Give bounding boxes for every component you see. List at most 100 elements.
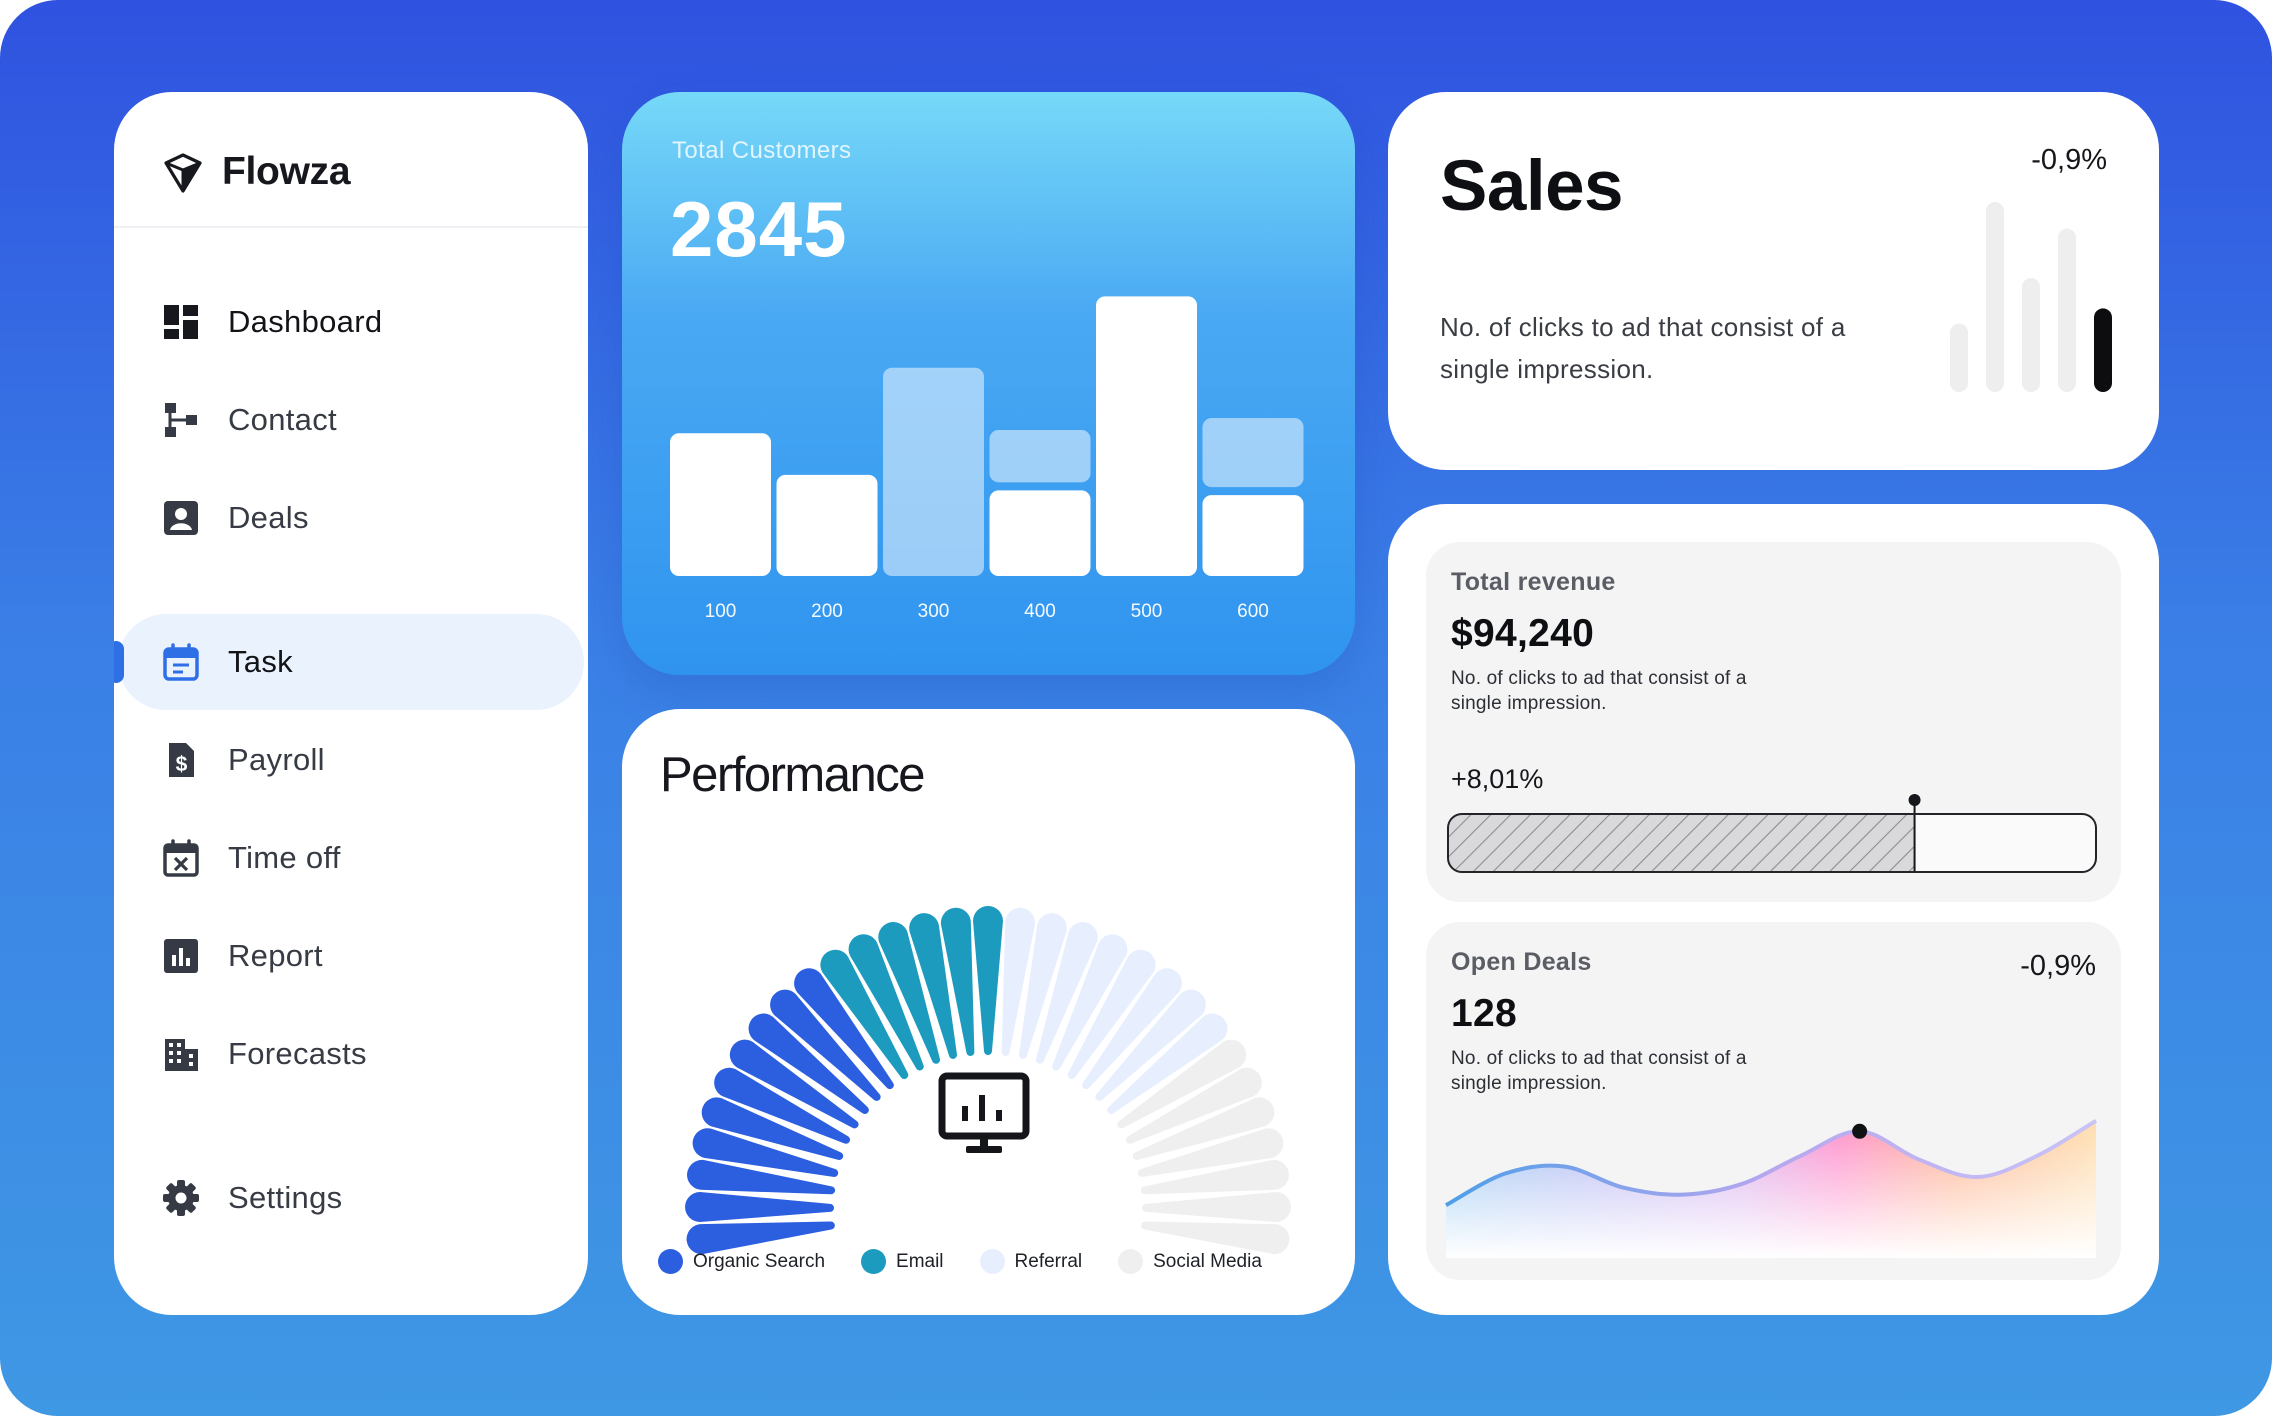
sidebar-item-payroll[interactable]: $ Payroll [114, 712, 588, 808]
deals-area-fade [1446, 1120, 2096, 1258]
deals-area-chart [1445, 1119, 2098, 1258]
legend-label: Referral [1014, 1250, 1083, 1272]
legend-swatch [658, 1249, 683, 1274]
gauge-segment-email[interactable] [820, 949, 909, 1080]
legend-label: Organic Search [693, 1250, 826, 1272]
gauge-segment-referral[interactable] [1107, 1013, 1228, 1114]
sidebar-item-label: Payroll [228, 742, 325, 777]
gauge-segment-social-media[interactable] [1137, 1128, 1284, 1177]
deals-description: No. of clicks to ad that consist of a si… [1451, 1048, 1747, 1094]
gauge-segment-organic-search[interactable] [770, 989, 881, 1101]
gauge-segment-organic-search[interactable] [692, 1128, 839, 1177]
gauge-segment-social-media[interactable] [1142, 1191, 1291, 1222]
x-tick-label: 100 [705, 601, 737, 622]
bar-400-series-1[interactable] [989, 429, 1091, 483]
gauge-segment-referral[interactable] [1035, 922, 1098, 1064]
sales-mini-bar-chart [1950, 202, 2112, 392]
sidebar-item-label: Task [228, 644, 293, 679]
legend-swatch [861, 1249, 887, 1274]
gauge-segment-organic-search[interactable] [701, 1097, 844, 1160]
total-customers-card[interactable]: Total Customers 2845 100 200 300 400 500 600 [622, 92, 1355, 675]
monitor-chart-icon [938, 1072, 1030, 1153]
performance-title: Performance [660, 748, 926, 802]
gauge-segment-email[interactable] [848, 934, 924, 1071]
gauge-segment-organic-search[interactable] [729, 1039, 859, 1129]
sidebar-item-forecasts[interactable]: Forecasts [114, 1006, 588, 1102]
sales-description: No. of clicks to ad that consist of a si… [1440, 312, 1846, 384]
active-indicator [114, 641, 124, 683]
sidebar-item-label: Contact [228, 402, 337, 437]
customers-title: Total Customers [672, 137, 852, 164]
svg-text:$: $ [176, 753, 188, 776]
total-revenue-panel[interactable]: Total revenue $94,240 No. of clicks to a… [1426, 542, 2121, 902]
sidebar-item-settings[interactable]: Settings [114, 1150, 588, 1246]
dollar-document-icon: $ [169, 743, 194, 777]
gauge-segment-referral[interactable] [1082, 968, 1182, 1090]
gauge-segment-social-media[interactable] [1140, 1159, 1289, 1195]
gauge-segment-email[interactable] [973, 906, 1003, 1055]
sales-card[interactable]: Sales -0,9% No. of clicks to ad that con… [1388, 92, 2159, 470]
gauge-segment-organic-search[interactable] [687, 1159, 836, 1195]
gauge-segment-social-media[interactable] [1132, 1097, 1275, 1160]
deals-title: Open Deals [1451, 948, 1592, 976]
sidebar-item-contact[interactable]: Contact [114, 372, 588, 468]
legend-item-social-media[interactable]: Social Media [1118, 1249, 1262, 1274]
bar-500-series-0[interactable] [1096, 296, 1197, 576]
sidebar-item-time-off[interactable]: Time off [114, 810, 588, 906]
bar-300-series-1[interactable] [883, 367, 984, 576]
performance-card[interactable]: Performance Organic Search Email [622, 709, 1355, 1315]
gauge-segment-organic-search[interactable] [685, 1191, 834, 1222]
sales-bar [1986, 202, 2004, 392]
x-tick-label: 300 [918, 601, 950, 622]
revenue-deals-card: Total revenue $94,240 No. of clicks to a… [1388, 504, 2159, 1315]
gauge-segment-social-media[interactable] [1141, 1221, 1290, 1255]
gauge-segment-email[interactable] [940, 907, 975, 1056]
gauge-segment-organic-search[interactable] [686, 1221, 835, 1255]
sidebar-item-label: Settings [228, 1180, 343, 1215]
brand[interactable]: Flowza [162, 136, 351, 208]
dashboard-icon [164, 305, 198, 339]
gauge-segment-organic-search[interactable] [714, 1067, 850, 1144]
customers-value: 2845 [670, 185, 848, 273]
customers-bar-chart: 100 200 300 400 500 600 [670, 296, 1304, 622]
deals-highlight-point[interactable] [1852, 1123, 1868, 1139]
report-chart-icon [164, 939, 198, 973]
bar-400-series-0[interactable] [989, 490, 1091, 576]
legend-item-email[interactable]: Email [861, 1249, 944, 1274]
sidebar-item-report[interactable]: Report [114, 908, 588, 1004]
gauge-segment-referral[interactable] [1052, 934, 1128, 1071]
gauge-segment-organic-search[interactable] [794, 968, 894, 1090]
bar-600-series-0[interactable] [1202, 495, 1304, 576]
sidebar-item-deals[interactable]: Deals [114, 470, 588, 566]
gauge-segment-organic-search[interactable] [748, 1013, 869, 1114]
gauge-segment-referral[interactable] [1067, 949, 1156, 1080]
bar-200-series-0[interactable] [776, 474, 878, 576]
legend-item-organic-search[interactable]: Organic Search [658, 1249, 825, 1274]
sidebar-item-dashboard[interactable]: Dashboard [114, 274, 588, 370]
gauge-segment-social-media[interactable] [1126, 1067, 1262, 1144]
gauge-segment-email[interactable] [909, 913, 957, 1059]
revenue-progress-marker-dot [1908, 794, 1921, 806]
sidebar: Flowza Dashboard Contact Deals [114, 92, 588, 1315]
deals-line [1445, 1119, 2098, 1207]
gauge-segment-referral[interactable] [1095, 989, 1206, 1101]
performance-gauge-chart [685, 906, 1291, 1255]
gauge-segment-email[interactable] [878, 922, 941, 1064]
sidebar-divider [114, 226, 588, 228]
bar-600-series-1[interactable] [1202, 418, 1304, 488]
legend-label: Email [896, 1250, 944, 1272]
sales-bar [1950, 323, 1968, 392]
deals-change: -0,9% [2020, 950, 2096, 982]
sidebar-item-label: Time off [228, 840, 341, 875]
gauge-segment-referral[interactable] [1001, 907, 1036, 1056]
sidebar-item-task[interactable]: Task [114, 614, 584, 710]
open-deals-panel[interactable]: Open Deals -0,9% 128 No. of clicks to ad… [1426, 922, 2121, 1280]
gauge-segment-social-media[interactable] [1117, 1039, 1247, 1129]
sales-bar [2058, 228, 2076, 392]
legend-item-referral[interactable]: Referral [979, 1249, 1083, 1274]
bar-100-series-0[interactable] [670, 433, 771, 576]
x-tick-label: 400 [1024, 601, 1056, 622]
sidebar-item-label: Dashboard [228, 304, 383, 339]
gauge-segment-referral[interactable] [1019, 913, 1067, 1059]
